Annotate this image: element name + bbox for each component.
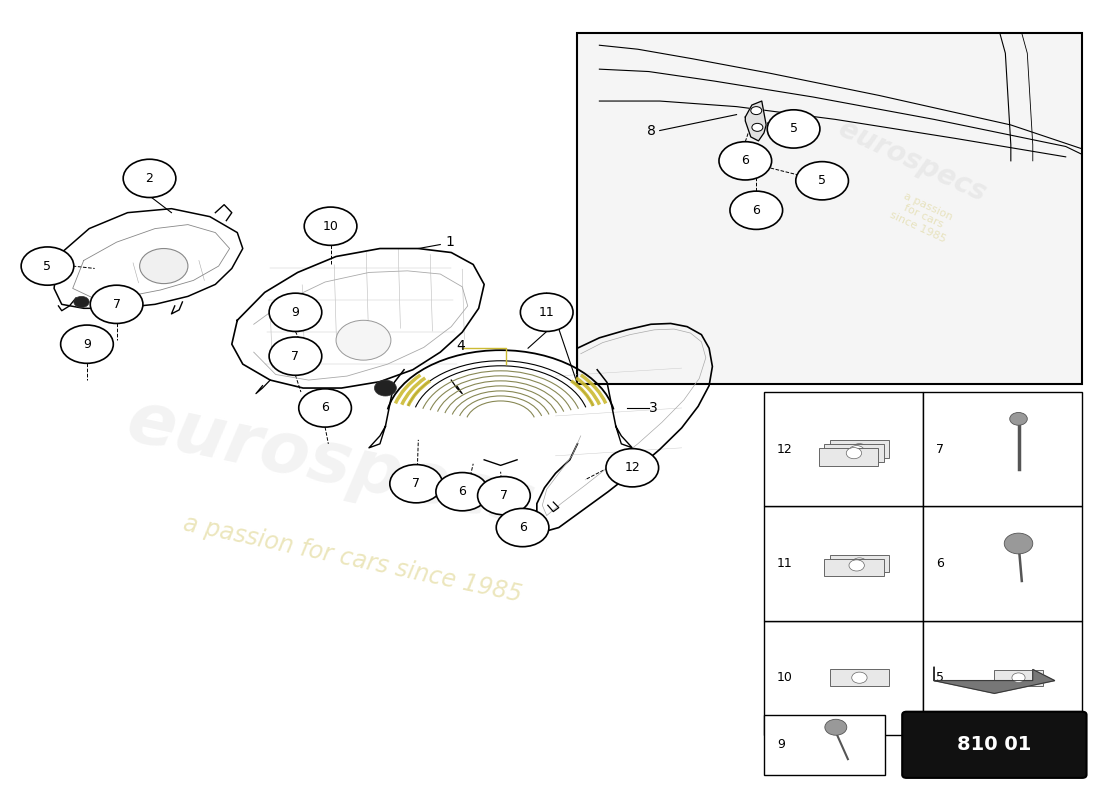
Text: 10: 10: [322, 220, 339, 233]
FancyBboxPatch shape: [764, 506, 923, 621]
Circle shape: [270, 293, 322, 331]
Text: 5: 5: [818, 174, 826, 187]
Circle shape: [851, 672, 867, 683]
Circle shape: [606, 449, 659, 487]
Circle shape: [374, 380, 396, 396]
FancyBboxPatch shape: [829, 440, 889, 458]
Circle shape: [270, 337, 322, 375]
Circle shape: [299, 389, 351, 427]
FancyBboxPatch shape: [829, 669, 889, 686]
Polygon shape: [746, 101, 767, 141]
Circle shape: [825, 719, 847, 735]
Circle shape: [123, 159, 176, 198]
Circle shape: [336, 320, 390, 360]
FancyBboxPatch shape: [764, 715, 884, 774]
FancyBboxPatch shape: [578, 34, 1082, 384]
FancyBboxPatch shape: [824, 444, 883, 462]
Circle shape: [730, 191, 782, 230]
Text: eurospecs: eurospecs: [834, 114, 990, 207]
Text: 6: 6: [459, 485, 466, 498]
FancyBboxPatch shape: [994, 670, 1043, 686]
Text: a passion for cars since 1985: a passion for cars since 1985: [182, 512, 524, 607]
Text: 7: 7: [936, 442, 944, 456]
Circle shape: [21, 247, 74, 285]
Text: 6: 6: [321, 402, 329, 414]
Circle shape: [767, 110, 820, 148]
Text: 6: 6: [752, 204, 760, 217]
Text: 7: 7: [412, 478, 420, 490]
FancyBboxPatch shape: [923, 392, 1082, 506]
Text: 10: 10: [777, 671, 793, 684]
FancyBboxPatch shape: [818, 448, 878, 466]
Circle shape: [1004, 533, 1033, 554]
Text: 9: 9: [777, 738, 785, 751]
Text: 2: 2: [145, 172, 154, 185]
Circle shape: [90, 286, 143, 323]
Text: 5: 5: [936, 671, 944, 684]
Circle shape: [140, 249, 188, 284]
FancyBboxPatch shape: [923, 621, 1082, 735]
Text: 5: 5: [44, 259, 52, 273]
Text: 7: 7: [292, 350, 299, 362]
Text: 6: 6: [936, 557, 944, 570]
Circle shape: [851, 558, 867, 569]
Text: 1: 1: [446, 235, 454, 249]
Text: 11: 11: [539, 306, 554, 319]
FancyBboxPatch shape: [829, 554, 889, 572]
FancyBboxPatch shape: [764, 621, 923, 735]
Circle shape: [477, 477, 530, 515]
Circle shape: [849, 446, 865, 457]
Text: 5: 5: [790, 122, 798, 135]
Circle shape: [752, 123, 763, 131]
Text: 11: 11: [777, 557, 793, 570]
Text: 9: 9: [82, 338, 91, 350]
Text: 7: 7: [499, 489, 508, 502]
Text: 6: 6: [741, 154, 749, 167]
FancyBboxPatch shape: [902, 712, 1087, 778]
Text: 810 01: 810 01: [957, 735, 1032, 754]
FancyBboxPatch shape: [764, 392, 923, 506]
Circle shape: [60, 325, 113, 363]
Circle shape: [849, 560, 865, 571]
Circle shape: [520, 293, 573, 331]
Circle shape: [305, 207, 356, 246]
Polygon shape: [934, 667, 1055, 694]
Circle shape: [719, 142, 771, 180]
Circle shape: [496, 509, 549, 546]
Circle shape: [74, 296, 89, 307]
Circle shape: [1012, 673, 1025, 682]
Text: 7: 7: [112, 298, 121, 311]
Text: 12: 12: [777, 442, 793, 456]
Text: a passion
for cars
since 1985: a passion for cars since 1985: [889, 189, 958, 245]
Text: 3: 3: [649, 401, 658, 415]
Circle shape: [795, 162, 848, 200]
Text: eurospecs: eurospecs: [120, 387, 541, 541]
Circle shape: [751, 106, 762, 114]
Text: 8: 8: [647, 123, 656, 138]
Circle shape: [389, 465, 442, 503]
Circle shape: [846, 447, 861, 458]
Text: 6: 6: [518, 521, 527, 534]
Text: 12: 12: [625, 462, 640, 474]
Text: 9: 9: [292, 306, 299, 319]
Circle shape: [436, 473, 488, 511]
Text: 4: 4: [456, 338, 465, 353]
FancyBboxPatch shape: [923, 506, 1082, 621]
Circle shape: [851, 443, 867, 454]
FancyBboxPatch shape: [824, 558, 883, 576]
Circle shape: [1010, 413, 1027, 426]
